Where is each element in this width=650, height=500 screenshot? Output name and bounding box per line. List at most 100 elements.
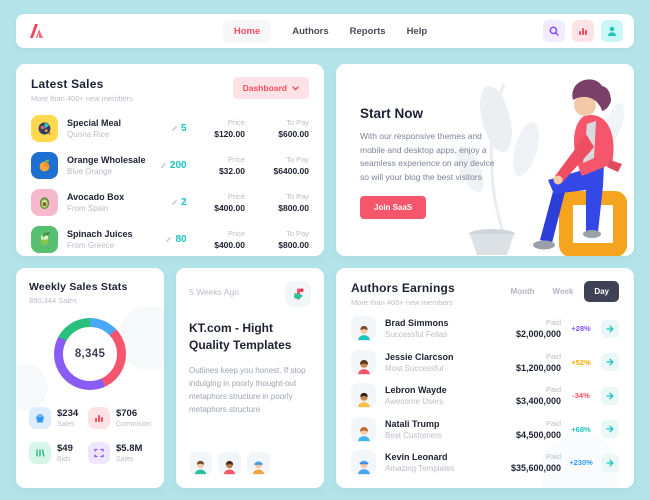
author-row[interactable]: Brad Simmons Successful Fellas Paid $2,0… xyxy=(351,314,619,343)
avatar xyxy=(351,450,376,475)
lines-icon xyxy=(29,442,51,464)
paid-label: Paid xyxy=(545,351,561,361)
search-button[interactable] xyxy=(543,20,565,42)
price-value: $120.00 xyxy=(214,129,245,139)
open-author-button[interactable] xyxy=(601,453,619,472)
product-name: Avocado Box xyxy=(67,192,125,202)
arrow-right-icon xyxy=(606,325,614,332)
start-now-title: Start Now xyxy=(360,106,424,121)
author-row[interactable]: Natali Trump Best Customers Paid $4,500,… xyxy=(351,415,619,444)
app-logo[interactable] xyxy=(27,23,47,39)
paid-value: $3,400,000 xyxy=(515,396,561,406)
price-value: $400.00 xyxy=(214,240,245,250)
stat-label: Commision xyxy=(115,421,151,428)
open-author-button[interactable] xyxy=(601,386,619,405)
edit-icon[interactable] xyxy=(165,236,172,243)
sale-row[interactable]: Avocado Box From Spain 2 Price $400.00 T… xyxy=(31,186,309,219)
product-subtitle: From Spain xyxy=(67,204,109,213)
open-author-button[interactable] xyxy=(601,319,619,338)
nav-home[interactable]: Home xyxy=(222,19,272,43)
paid-label: Paid xyxy=(545,385,561,394)
open-author-button[interactable] xyxy=(601,353,619,371)
avatar[interactable] xyxy=(247,452,270,475)
price-label: Price xyxy=(227,155,245,164)
stat-value: $49 xyxy=(57,443,73,454)
figma-app-icon[interactable] xyxy=(285,281,311,307)
product-name: Special Meal xyxy=(67,118,122,128)
bar-chart-icon xyxy=(579,28,587,35)
donut-hole: 8,345 xyxy=(63,327,117,381)
nav-reports[interactable]: Reports xyxy=(349,25,386,37)
main-nav: Home Authors Reports Help xyxy=(222,19,428,43)
product-subtitle: From Greece xyxy=(67,241,115,250)
logo-icon xyxy=(30,24,43,38)
quantity: 2 xyxy=(181,197,187,208)
profile-button[interactable] xyxy=(601,20,623,42)
edit-icon[interactable] xyxy=(160,162,167,169)
sale-row[interactable]: Orange Wholesale Blue Orange 200 Price $… xyxy=(31,149,309,182)
trend-badge: +230% xyxy=(569,458,593,467)
authors-list: Brad Simmons Successful Fellas Paid $2,0… xyxy=(351,314,619,477)
stats-button[interactable] xyxy=(572,20,594,42)
topay-label: To Pay xyxy=(286,118,309,127)
weekly-stats-subtitle: 890,344 Sales xyxy=(29,296,77,305)
author-name: Brad Simmons xyxy=(385,318,449,328)
user-icon xyxy=(607,26,617,36)
paid-label: Paid xyxy=(545,418,561,428)
author-row[interactable]: Jessie Clarcson Most Successful Paid $1,… xyxy=(351,348,619,377)
toggle-day[interactable]: Day xyxy=(584,281,619,302)
nav-help[interactable]: Help xyxy=(406,25,428,37)
product-name: Orange Wholesale xyxy=(67,155,146,165)
start-now-body: With our responsive themes and mobile an… xyxy=(360,131,495,182)
author-name: Natali Trump xyxy=(385,418,440,429)
price-label: Price xyxy=(227,192,245,201)
dashboard-dropdown[interactable]: Dashboard xyxy=(232,77,309,99)
nav-actions xyxy=(543,20,623,42)
sale-row[interactable]: Spinach Juices From Greece 80 Price $400… xyxy=(31,223,309,256)
avatar[interactable] xyxy=(218,452,241,475)
avatar[interactable] xyxy=(189,452,212,475)
avatar xyxy=(351,383,376,408)
avatar xyxy=(351,316,376,341)
authors-title: Authors Earnings xyxy=(351,281,455,295)
product-name: Spinach Juices xyxy=(67,229,133,239)
sale-row[interactable]: Special Meal Quona Rice 5 Price $120.00 … xyxy=(31,112,309,145)
product-image-orange xyxy=(31,152,58,179)
open-author-button[interactable] xyxy=(601,420,619,438)
price-value: $32.00 xyxy=(218,166,245,176)
toggle-month[interactable]: Month xyxy=(510,287,535,296)
edit-icon[interactable] xyxy=(171,199,178,206)
post-title[interactable]: KT.com - Hight Quality Templates xyxy=(189,321,292,352)
toggle-week[interactable]: Week xyxy=(552,287,574,296)
trend-badge: +68% xyxy=(571,424,591,434)
arrow-right-icon xyxy=(606,392,614,399)
hero-illustration xyxy=(456,79,627,256)
author-row[interactable]: Lebron Wayde Awesome Users Paid $3,400,0… xyxy=(351,381,619,410)
stat-sales[interactable]: $234 Sales xyxy=(29,407,82,429)
stat-commission[interactable]: $706 Commision xyxy=(87,407,151,429)
quantity: 200 xyxy=(169,160,187,171)
nav-authors[interactable]: Authors xyxy=(292,25,329,37)
price-value: $400.00 xyxy=(214,203,245,213)
author-subtitle: Successful Fellas xyxy=(385,330,448,339)
stat-sales-total[interactable]: $5.8M Sales xyxy=(87,442,151,464)
paid-label: Paid xyxy=(545,318,561,327)
weekly-stats-title: Weekly Sales Stats xyxy=(29,281,128,293)
author-subtitle: Best Customers xyxy=(385,430,442,440)
chevron-down-icon xyxy=(292,85,299,91)
latest-sales-title: Latest Sales xyxy=(31,77,104,91)
topay-value: $800.00 xyxy=(278,203,309,213)
sales-list: Special Meal Quona Rice 5 Price $120.00 … xyxy=(31,112,309,256)
latest-sales-card: Latest Sales More than 400+ new members … xyxy=(16,64,324,256)
arrow-right-icon xyxy=(606,459,614,466)
frame-icon xyxy=(87,442,110,464)
join-saas-button[interactable]: Join SaaS xyxy=(360,196,427,220)
author-row[interactable]: Kevin Leonard Amazing Templates Paid $35… xyxy=(351,448,619,477)
decor-bubble xyxy=(16,364,48,410)
navbar: Home Authors Reports Help xyxy=(16,14,634,48)
stat-bids[interactable]: $49 Bids xyxy=(29,442,82,464)
author-subtitle: Most Successful xyxy=(385,363,444,373)
edit-icon[interactable] xyxy=(171,125,178,132)
product-subtitle: Blue Orange xyxy=(67,167,112,176)
